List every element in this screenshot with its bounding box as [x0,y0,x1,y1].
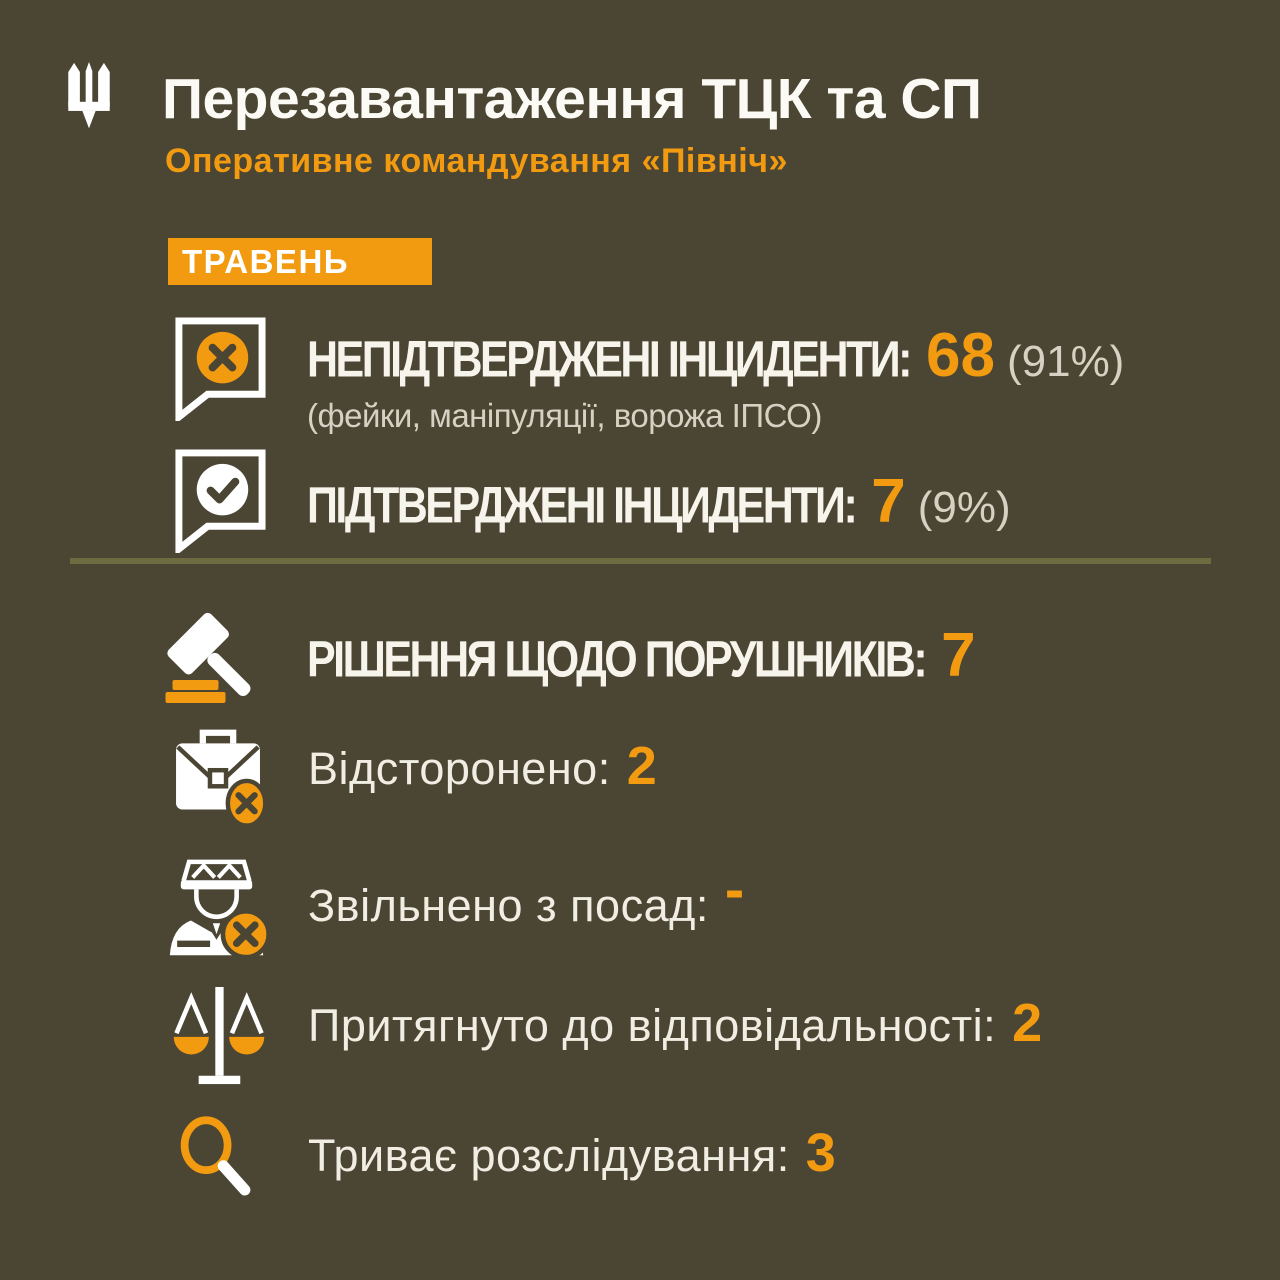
stat-confirmed-incidents: ПІДТВЕРДЖЕНІ ІНЦИДЕНТИ: 7 (9%) [170,446,1011,553]
stat-investigation-ongoing: Триває розслідування: 3 [176,1114,836,1204]
stat-label: Триває розслідування: [308,1130,790,1181]
stat-unconfirmed-incidents: НЕПІДТВЕРДЖЕНІ ІНЦИДЕНТИ: 68 (91%) (фейк… [170,314,1124,435]
stat-text: ПІДТВЕРДЖЕНІ ІНЦИДЕНТИ: 7 (9%) [307,466,1011,537]
page-title: Перезавантаження ТЦК та СП [162,67,982,131]
stat-value: 2 [626,736,657,796]
magnifier-icon [180,1116,251,1196]
stat-text: Притягнуто до відповідальності: 2 [308,992,1042,1054]
officer-x-icon [169,859,268,958]
stat-text: РІШЕННЯ ЩОДО ПОРУШНИКІВ: 7 [307,620,988,691]
stat-text: Відсторонено: 2 [308,735,657,797]
trident-icon [68,62,110,129]
stat-label: ПІДТВЕРДЖЕНІ ІНЦИДЕНТИ: [307,477,858,535]
stat-held-responsible: Притягнуто до відповідальності: 2 [170,984,1042,1088]
stat-value: 7 [871,467,906,536]
stat-text: Звільнено з посад: - [308,857,744,935]
stat-value: 68 [926,321,995,390]
stat-note: (фейки, маніпуляції, ворожа ІПСО) [307,397,822,434]
stat-value: 7 [941,621,976,690]
stat-suspended: Відсторонено: 2 [168,719,657,825]
gavel-icon [165,612,251,703]
stat-label: РІШЕННЯ ЩОДО ПОРУШНИКІВ: [307,631,928,689]
month-badge: ТРАВЕНЬ [168,238,432,285]
stat-label: НЕПІДТВЕРДЖЕНІ ІНЦИДЕНТИ: [307,331,913,389]
stat-label: Відсторонено: [308,743,611,794]
stat-text: НЕПІДТВЕРДЖЕНІ ІНЦИДЕНТИ: 68 (91%) (фейк… [307,320,1124,435]
stat-percent: (91%) [1006,337,1125,386]
speech-bubble-check-icon [175,449,266,553]
briefcase-x-icon [176,729,268,825]
stat-percent: (9%) [917,483,1011,532]
stat-text: Триває розслідування: 3 [308,1122,836,1184]
page-subtitle: Оперативне командування «Північ» [165,142,788,180]
scales-icon [173,987,265,1085]
section-divider [70,558,1211,564]
stat-value: 2 [1012,993,1043,1053]
speech-bubble-x-icon [175,317,266,421]
stat-value: - [724,857,745,922]
stat-dismissed: Звільнено з посад: - [165,850,744,958]
stat-label: Притягнуто до відповідальності: [308,1000,997,1051]
stat-decisions-total: РІШЕННЯ ЩОДО ПОРУШНИКІВ: 7 [160,610,988,706]
stat-label: Звільнено з посад: [308,880,709,931]
stat-value: 3 [805,1123,836,1183]
